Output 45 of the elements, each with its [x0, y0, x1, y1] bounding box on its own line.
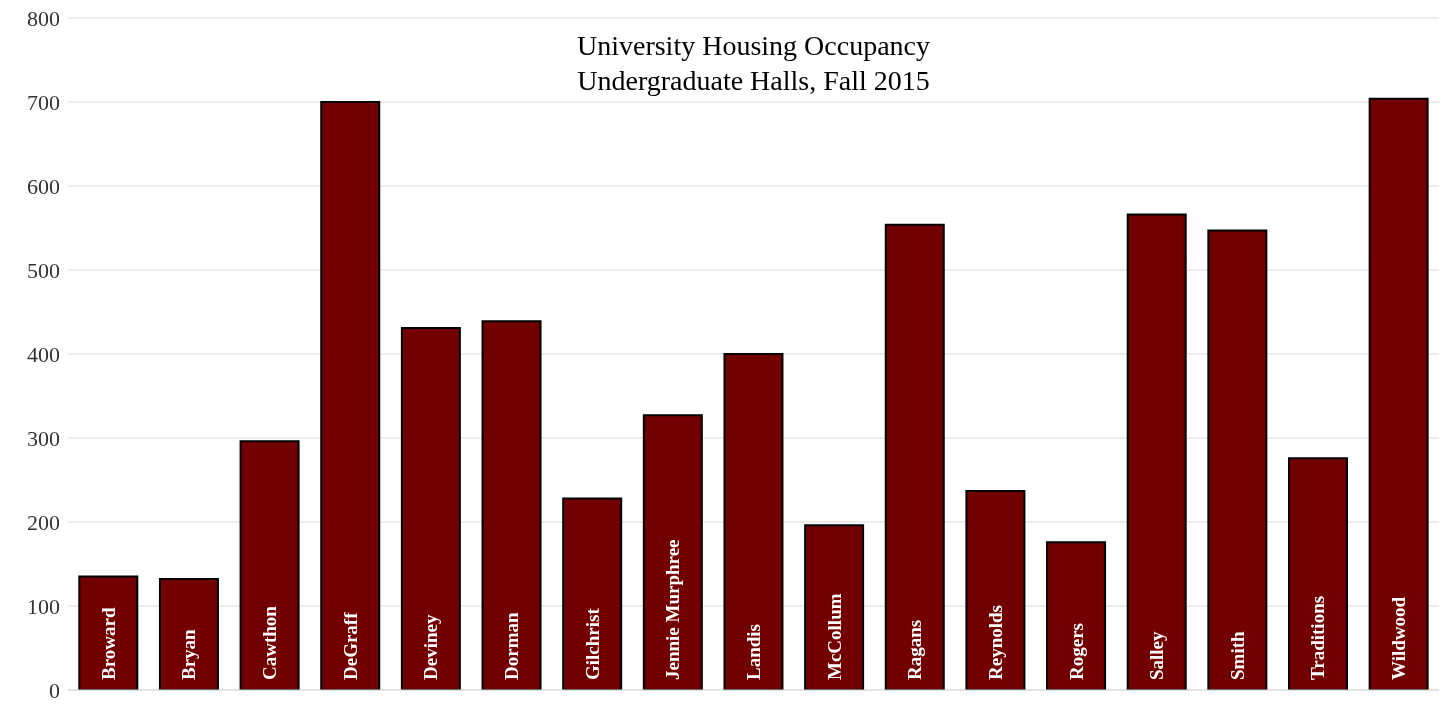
bar	[723, 353, 784, 690]
x-tick-label: DeGraff	[339, 611, 361, 680]
y-tick-label: 200	[27, 509, 60, 535]
bar	[320, 101, 381, 690]
text: Undergraduate Halls, Fall 2015	[576, 64, 931, 98]
chart-title: University Housing Occupancy	[575, 29, 931, 63]
bar	[239, 440, 300, 690]
x-tick-label: Rogers	[1065, 623, 1087, 680]
x-tick-label: Ragans	[904, 619, 926, 680]
x-tick-label: Salley	[1146, 630, 1168, 680]
y-tick-label: 500	[27, 257, 60, 283]
bar	[158, 578, 219, 690]
y-tick-label: 300	[27, 425, 60, 451]
y-tick-label: 700	[27, 89, 60, 115]
x-tick-label: Smith	[1226, 631, 1248, 680]
x-tick-label: Traditions	[1307, 595, 1329, 680]
x-tick-label: McCollum	[823, 593, 845, 680]
x-tick-label: Reynolds	[984, 605, 1006, 680]
y-tick-label: 0	[49, 677, 60, 703]
bar	[1046, 541, 1107, 690]
x-tick-label: Jennie Murphree	[662, 539, 684, 680]
bar	[1288, 457, 1348, 690]
bar	[804, 524, 865, 690]
bar	[1368, 97, 1429, 690]
bar	[78, 575, 139, 690]
bar	[1207, 229, 1268, 690]
x-tick-label: Bryan	[178, 628, 200, 680]
y-tick-label: 600	[27, 173, 60, 199]
bar	[481, 320, 542, 690]
y-tick-label: 800	[27, 5, 60, 31]
x-tick-label: Cawthon	[259, 605, 281, 680]
x-tick-label: Landis	[742, 624, 764, 680]
x-tick-label: Dorman	[501, 612, 523, 680]
x-tick-label: Gilchrist	[581, 607, 603, 680]
bar	[642, 414, 703, 690]
x-tick-label: Broward	[97, 607, 119, 680]
bar	[884, 223, 945, 690]
bar	[400, 326, 461, 690]
bar	[1126, 213, 1187, 690]
y-tick-label: 400	[27, 341, 60, 367]
y-tick-label: 100	[27, 593, 60, 619]
bar	[965, 489, 1026, 690]
x-tick-label: Wildwood	[1388, 596, 1410, 680]
bar	[562, 497, 623, 690]
x-tick-label: Deviney	[420, 614, 442, 680]
